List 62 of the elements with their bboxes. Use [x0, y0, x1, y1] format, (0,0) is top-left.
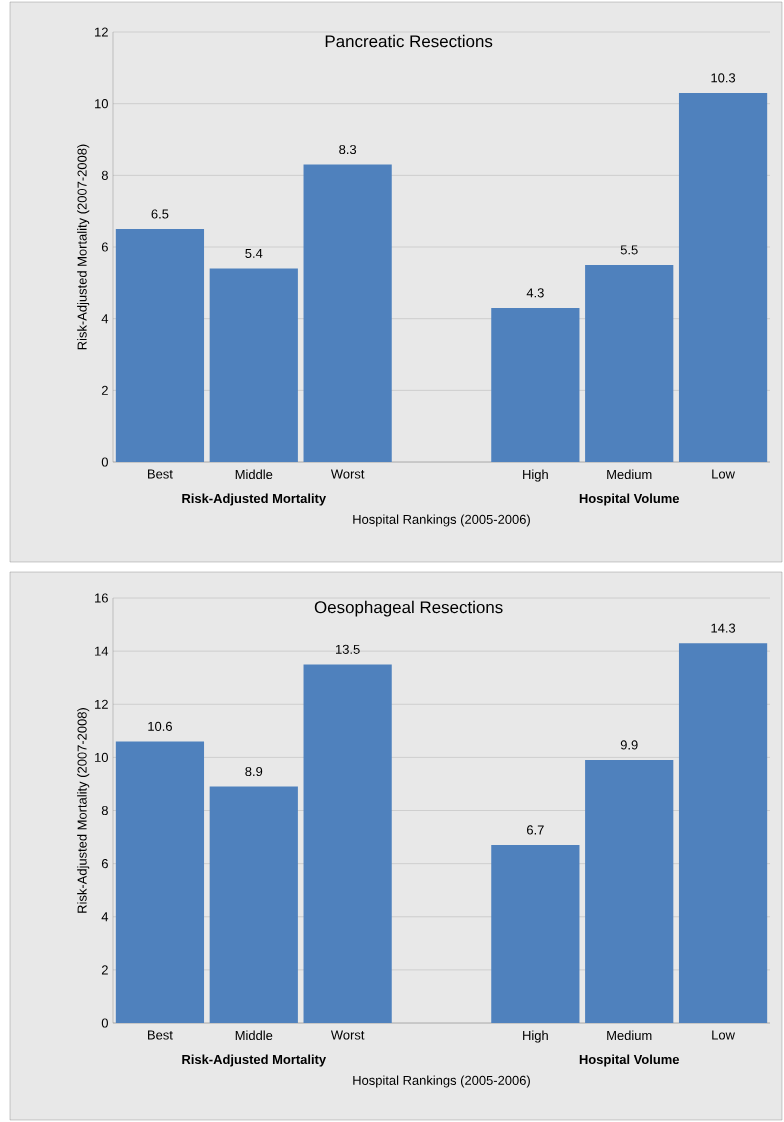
data-label: 6.5 — [151, 209, 169, 219]
bar — [303, 664, 392, 1024]
data-label: 10.3 — [711, 73, 736, 83]
y-tick-label: 10 — [95, 99, 108, 109]
y-tick-label: 2 — [101, 385, 108, 395]
y-axis-title: Risk-Adjusted Mortality (2007-2008) — [77, 708, 90, 913]
data-label: 8.3 — [339, 144, 357, 155]
bar — [115, 229, 205, 463]
y-tick-label: 4 — [101, 314, 109, 324]
bar — [678, 643, 768, 1024]
x-tick-label: Medium — [607, 1030, 652, 1041]
bar — [209, 268, 298, 463]
x-tick-label: Best — [148, 469, 173, 479]
bar — [303, 164, 392, 463]
y-tick-label: 10 — [95, 752, 108, 762]
y-tick-label: 4 — [101, 912, 109, 922]
data-label: 8.9 — [245, 766, 263, 777]
bar — [678, 92, 768, 463]
y-tick-label: 0 — [101, 457, 108, 467]
y-tick-label: 6 — [101, 242, 108, 252]
data-label: 4.3 — [526, 288, 544, 298]
data-label: 10.6 — [148, 721, 172, 731]
x-axis-title: Hospital Rankings (2005-2006) — [353, 514, 530, 527]
y-tick-label: 14 — [95, 646, 109, 656]
y-tick-label: 8 — [101, 170, 108, 180]
data-label: 13.5 — [336, 644, 360, 654]
text: Risk-Adjusted Mortality — [182, 493, 327, 506]
y-tick-label: 8 — [101, 805, 108, 816]
bar — [491, 307, 580, 463]
y-tick-label: 2 — [101, 965, 108, 975]
x-tick-label: Best — [148, 1030, 173, 1040]
y-tick-label: 12 — [95, 699, 108, 709]
bar — [585, 264, 674, 463]
data-label: 14.3 — [711, 623, 736, 633]
x-axis-title: Hospital Rankings (2005-2006) — [353, 1075, 530, 1088]
chart-title: Oesophageal Resections — [314, 600, 503, 617]
x-tick-label: Medium — [607, 469, 652, 480]
text: Risk-Adjusted Mortality — [182, 1054, 327, 1067]
data-label: 5.5 — [620, 245, 638, 255]
x-tick-label: Low — [712, 1030, 735, 1040]
y-axis-title: Risk-Adjusted Mortality (2007-2008) — [77, 144, 90, 350]
text: Hospital Volume — [579, 1054, 680, 1067]
data-label: 6.7 — [527, 825, 544, 835]
y-tick-label: 6 — [101, 859, 108, 869]
chart-title: Pancreatic Resections — [325, 34, 493, 48]
data-label: 9.9 — [620, 740, 638, 750]
x-tick-label: Middle — [235, 1030, 273, 1041]
y-tick-label: 16 — [95, 593, 108, 603]
x-tick-label: Worst — [330, 1030, 365, 1040]
bar — [209, 786, 298, 1024]
text: Hospital Volume — [579, 493, 680, 506]
x-tick-label: High — [523, 469, 548, 482]
y-tick-label: 12 — [95, 27, 108, 37]
data-label: 5.4 — [245, 248, 263, 258]
bar — [585, 760, 674, 1024]
bar — [491, 845, 580, 1024]
x-tick-label: Middle — [235, 469, 273, 480]
y-tick-label: 0 — [101, 1018, 108, 1028]
x-tick-label: Worst — [330, 469, 365, 479]
x-tick-label: Low — [712, 469, 735, 479]
bar — [115, 741, 205, 1024]
x-tick-label: High — [523, 1030, 548, 1043]
